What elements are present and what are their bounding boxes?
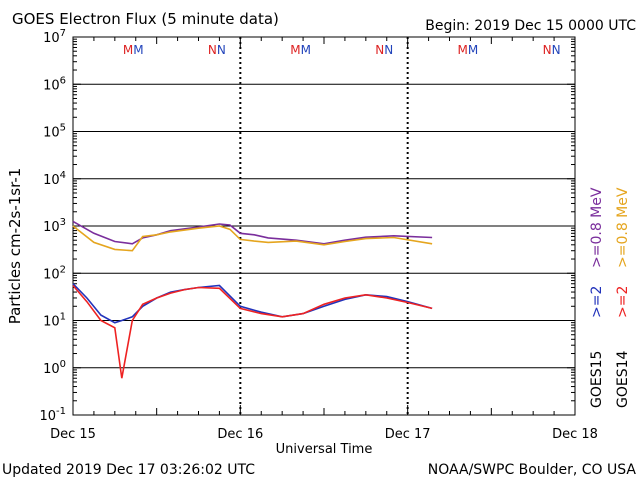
legend-goes14-low: >=2: [615, 286, 631, 318]
y-tick-label: 102: [43, 264, 66, 282]
series-goes15-high: [72, 220, 433, 245]
y-tick-label: 105: [43, 123, 66, 141]
y-axis-label: Particles cm-2s-1sr-1: [6, 168, 24, 325]
legend: GOES15 >=2 >=0.8 MeV GOES14 >=2 >=0.8 MeV: [589, 187, 631, 408]
legend-goes14-high: >=0.8 MeV: [615, 187, 631, 268]
y-tick-label: 101: [43, 312, 66, 330]
series-goes14-low: [72, 284, 433, 379]
credit-text: NOAA/SWPC Boulder, CO USA: [428, 462, 637, 478]
marker-mm: MM: [458, 43, 479, 57]
legend-goes15: GOES15: [589, 351, 605, 408]
y-tick-label: 104: [43, 170, 66, 188]
legend-goes14: GOES14: [615, 350, 631, 408]
y-tick-label: 103: [43, 217, 66, 235]
marker-nn: NN: [543, 43, 561, 57]
y-tick-label: 10-1: [39, 406, 66, 424]
updated-time: Updated 2019 Dec 17 03:26:02 UTC: [2, 462, 255, 478]
marker-nn: NN: [375, 43, 393, 57]
series-goes14-high: [72, 225, 433, 252]
x-tick-label: Dec 18: [552, 427, 598, 442]
x-axis-ticks: Dec 15 Dec 16 Dec 17 Dec 18: [50, 37, 598, 442]
begin-time: Begin: 2019 Dec 15 0000 UTC: [425, 18, 636, 34]
x-tick-label: Dec 15: [50, 427, 96, 442]
marker-mm: MM: [290, 43, 311, 57]
series-layer: [72, 220, 433, 379]
x-tick-label: Dec 17: [385, 427, 431, 442]
x-tick-label: Dec 16: [217, 427, 263, 442]
marker-nn: NN: [208, 43, 226, 57]
series-goes15-low: [72, 283, 433, 324]
y-tick-label: 107: [43, 28, 66, 46]
x-axis-label: Universal Time: [276, 442, 373, 457]
day-markers: MM NN MM NN MM NN: [123, 43, 561, 57]
legend-goes15-high: >=0.8 MeV: [589, 187, 605, 268]
day-divider-lines: [239, 37, 409, 415]
y-tick-label: 106: [43, 75, 66, 93]
chart-title: GOES Electron Flux (5 minute data): [12, 10, 279, 28]
marker-mm: MM: [123, 43, 144, 57]
y-axis-ticks: 107 106 105 104 103 102 101 100 10-1: [39, 28, 575, 424]
y-tick-label: 100: [43, 359, 66, 377]
legend-goes15-low: >=2: [589, 286, 605, 318]
